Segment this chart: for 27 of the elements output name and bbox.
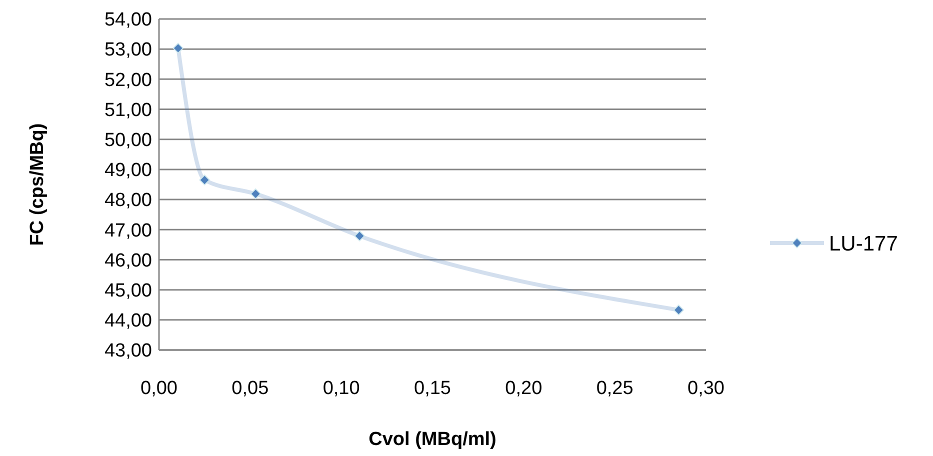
y-tick-label: 47,00 xyxy=(104,220,152,242)
y-axis-title: FC (cps/MBq) xyxy=(27,123,48,246)
x-tick-label: 0,00 xyxy=(140,378,178,399)
y-tick-label: 51,00 xyxy=(104,100,152,121)
legend-label: LU-177 xyxy=(829,232,898,256)
y-tick-label: 49,00 xyxy=(104,160,152,182)
x-tick-label: 0,05 xyxy=(232,378,269,399)
x-tick-label: 0,30 xyxy=(688,378,724,399)
point xyxy=(673,304,684,316)
y-tick-label: 53,00 xyxy=(104,40,152,61)
y-tick-label: 48,00 xyxy=(104,190,152,212)
point xyxy=(199,174,210,186)
point xyxy=(172,42,184,54)
x-tick-label: 0,10 xyxy=(322,378,360,399)
y-tick-label: 50,00 xyxy=(104,130,152,152)
point xyxy=(354,230,365,242)
y-tick-label: 45,00 xyxy=(104,280,152,302)
x-tick-label: 0,25 xyxy=(596,378,634,399)
y-tick-label: 46,00 xyxy=(104,250,152,272)
x-tick-label: 0,15 xyxy=(414,378,451,399)
y-tick-label: 52,00 xyxy=(104,70,152,91)
x-tick-label: 0,20 xyxy=(505,378,542,399)
y-tick-label: 44,00 xyxy=(104,310,152,332)
y-tick-label: 43,00 xyxy=(104,340,152,362)
point xyxy=(250,188,261,200)
y-tick-label: 54,00 xyxy=(104,10,152,31)
x-axis-title: Cvol (MBq/ml) xyxy=(368,429,496,450)
